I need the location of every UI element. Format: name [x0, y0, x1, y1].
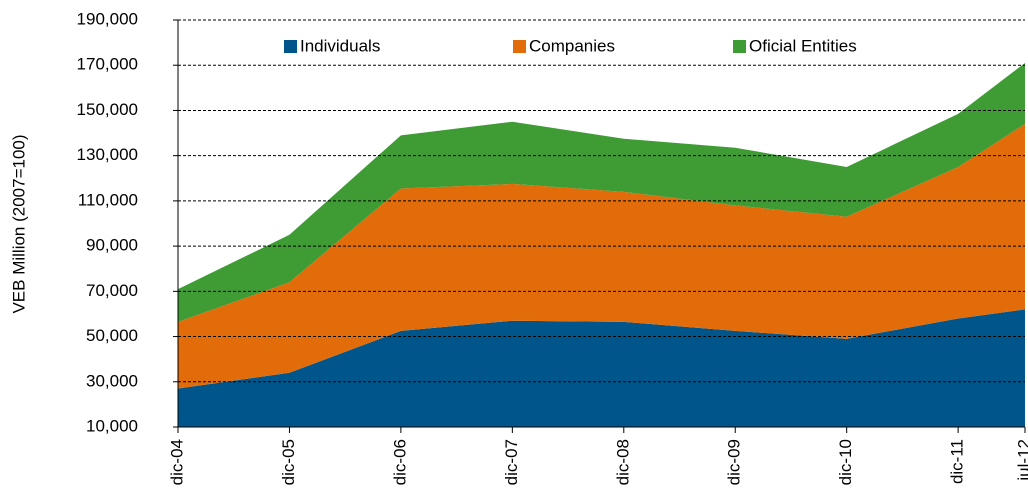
y-tick-label: 130,000 [77, 145, 138, 164]
y-tick-label: 170,000 [77, 55, 138, 74]
area [178, 62, 1025, 322]
legend-swatch [733, 40, 746, 53]
x-tick-label: dic-06 [390, 439, 409, 485]
legend-swatch [284, 40, 297, 53]
legend-swatch [513, 40, 526, 53]
legend-label: Individuals [300, 36, 380, 55]
x-tick-label: dic-10 [836, 439, 855, 485]
legend-label: Oficial Entities [749, 36, 857, 55]
x-tick-label: dic-05 [279, 439, 298, 485]
area [178, 309, 1025, 427]
x-tick-label: dic-11 [948, 439, 967, 484]
y-axis-label: VEB Million (2007=100) [9, 134, 28, 313]
area [178, 124, 1025, 389]
x-tick-label: dic-04 [167, 439, 186, 485]
y-tick-label: 190,000 [77, 9, 138, 28]
x-tick-label: dic-09 [725, 439, 744, 485]
y-tick-label: 70,000 [86, 281, 138, 300]
y-tick-label: 50,000 [86, 326, 138, 345]
legend-label: Companies [529, 36, 615, 55]
y-tick-label: 10,000 [86, 416, 138, 435]
x-tick-label: dic-07 [502, 439, 521, 485]
y-tick-label: 150,000 [77, 100, 138, 119]
x-tick-label: jul-12 [1014, 439, 1028, 482]
areas [178, 62, 1025, 427]
y-tick-label: 90,000 [86, 236, 138, 255]
x-tick-label: dic-08 [613, 439, 632, 485]
y-tick-label: 110,000 [78, 190, 138, 209]
y-tick-label: 30,000 [86, 371, 138, 390]
